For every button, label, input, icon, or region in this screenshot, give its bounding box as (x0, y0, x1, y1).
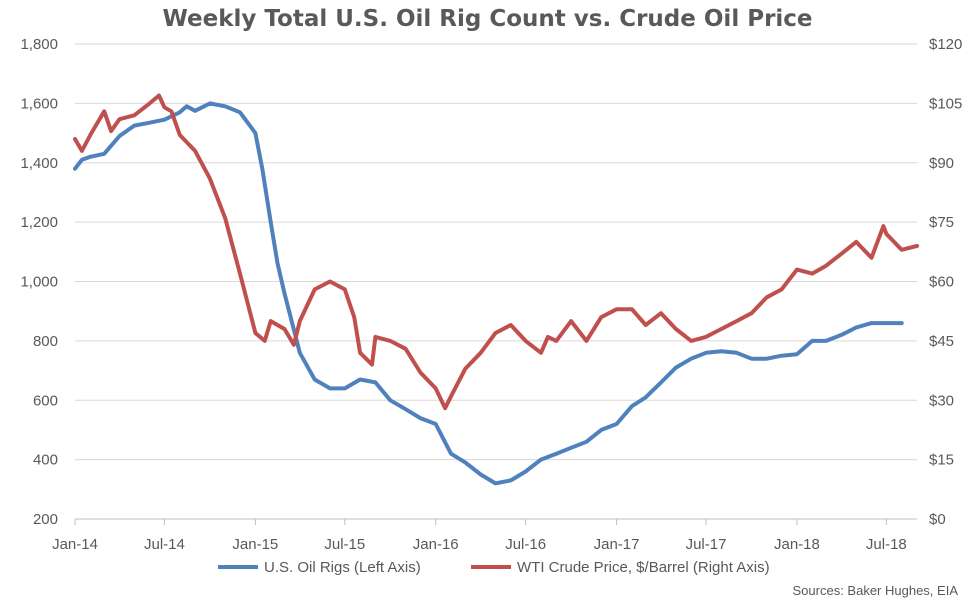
x-tick-label: Jul-14 (144, 536, 185, 553)
y-right-tick-label: $15 (929, 452, 954, 469)
y-left-tick-label: 400 (33, 452, 58, 469)
y-left-tick-label: 200 (33, 511, 58, 528)
x-tick-label: Jul-15 (324, 536, 365, 553)
x-tick-label: Jan-15 (232, 536, 278, 553)
y-left-tick-label: 1,200 (20, 214, 58, 231)
y-right-tick-label: $45 (929, 333, 954, 350)
x-tick-label: Jul-17 (686, 536, 727, 553)
rig-count-line (73, 101, 904, 486)
chart-title: Weekly Total U.S. Oil Rig Count vs. Crud… (162, 6, 813, 32)
y-right-tick-label: $30 (929, 392, 954, 409)
y-right-tick-label: $0 (929, 511, 946, 528)
y-left-tick-label: 1,400 (20, 155, 58, 172)
legend-label: WTI Crude Price, $/Barrel (Right Axis) (517, 559, 770, 576)
x-tick-label: Jan-16 (413, 536, 459, 553)
crude-price-line (73, 93, 919, 411)
y-left-tick-label: 1,600 (20, 95, 58, 112)
y-right-tick-label: $60 (929, 274, 954, 291)
x-tick-label: Jul-16 (505, 536, 546, 553)
x-tick-label: Jul-18 (866, 536, 907, 553)
x-tick-label: Jan-17 (594, 536, 640, 553)
y-right-tick-label: $120 (929, 36, 962, 53)
y-right-tick-label: $90 (929, 155, 954, 172)
x-tick-label: Jan-14 (52, 536, 98, 553)
y-left-tick-label: 800 (33, 333, 58, 350)
y-left-tick-label: 1,000 (20, 274, 58, 291)
y-right-tick-label: $75 (929, 214, 954, 231)
y-right-tick-label: $105 (929, 95, 962, 112)
y-left-tick-label: 600 (33, 392, 58, 409)
source-note: Sources: Baker Hughes, EIA (793, 583, 959, 598)
x-tick-label: Jan-18 (774, 536, 820, 553)
y-left-tick-label: 1,800 (20, 36, 58, 53)
legend-label: U.S. Oil Rigs (Left Axis) (264, 559, 421, 576)
